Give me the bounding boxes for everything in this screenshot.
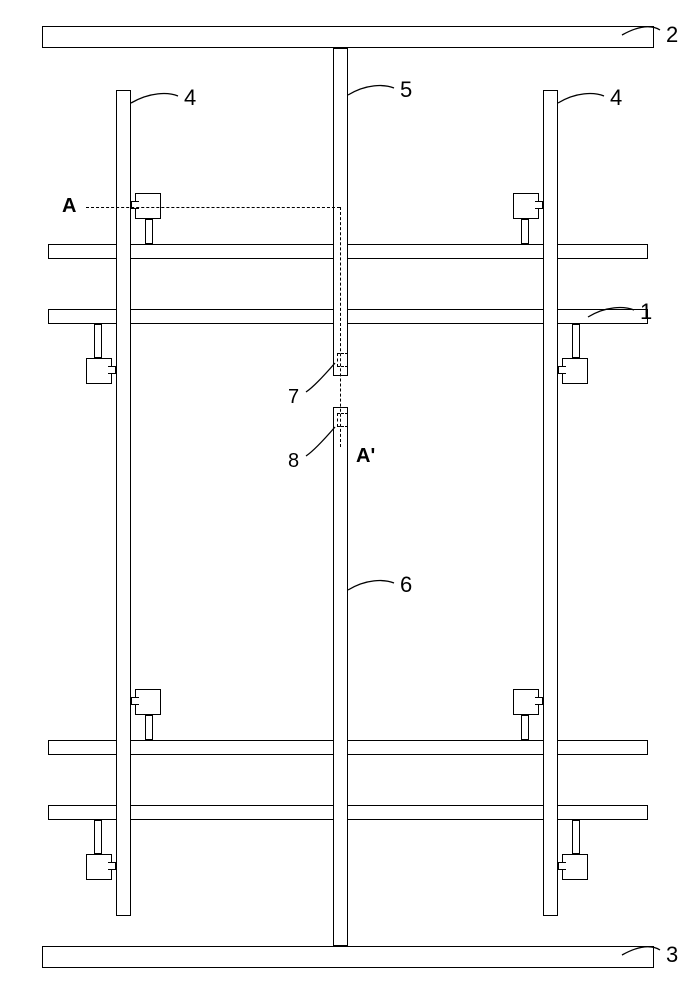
tft-stub-gate xyxy=(145,715,153,740)
tft-stub-gate xyxy=(572,324,580,358)
ref-5: 5 xyxy=(400,77,412,103)
ref-1: 1 xyxy=(640,299,652,325)
ref-3: 3 xyxy=(666,942,678,968)
ref-4r: 4 xyxy=(610,85,622,111)
section-label-a-prime: A' xyxy=(356,445,375,468)
tft-stub-data xyxy=(535,697,543,705)
data-line-right xyxy=(543,90,558,916)
via-7 xyxy=(337,353,348,367)
tft-stub-data xyxy=(558,366,566,374)
gate-line-lower-a xyxy=(48,740,648,755)
gate-line-upper-b xyxy=(48,309,648,324)
tft-stub-data xyxy=(535,201,543,209)
section-line-h xyxy=(86,207,340,208)
top-rail xyxy=(42,26,654,48)
gate-line-upper-a xyxy=(48,244,648,259)
tft-stub-data xyxy=(108,366,116,374)
ref-6: 6 xyxy=(400,572,412,598)
tft-stub-gate xyxy=(572,820,580,854)
common-electrode-lower xyxy=(333,407,348,946)
bottom-rail xyxy=(42,946,654,968)
ref-7: 7 xyxy=(288,386,299,409)
tft-stub-gate xyxy=(521,715,529,740)
tft-stub-gate xyxy=(521,219,529,244)
tft-stub-gate xyxy=(145,219,153,244)
data-line-left xyxy=(116,90,131,916)
tft-stub-gate xyxy=(94,324,102,358)
section-line-v xyxy=(340,207,341,447)
ref-2: 2 xyxy=(666,22,678,48)
tft-stub-data xyxy=(558,862,566,870)
tft-stub-gate xyxy=(94,820,102,854)
diagram-stage: A A' 2 3 4 4 5 6 1 7 8 xyxy=(0,0,695,1000)
tft-stub-data xyxy=(131,697,139,705)
ref-8: 8 xyxy=(288,450,299,473)
tft-stub-data xyxy=(108,862,116,870)
section-label-a: A xyxy=(62,195,76,218)
via-8 xyxy=(337,413,348,427)
ref-4l: 4 xyxy=(184,85,196,111)
gate-line-lower-b xyxy=(48,805,648,820)
